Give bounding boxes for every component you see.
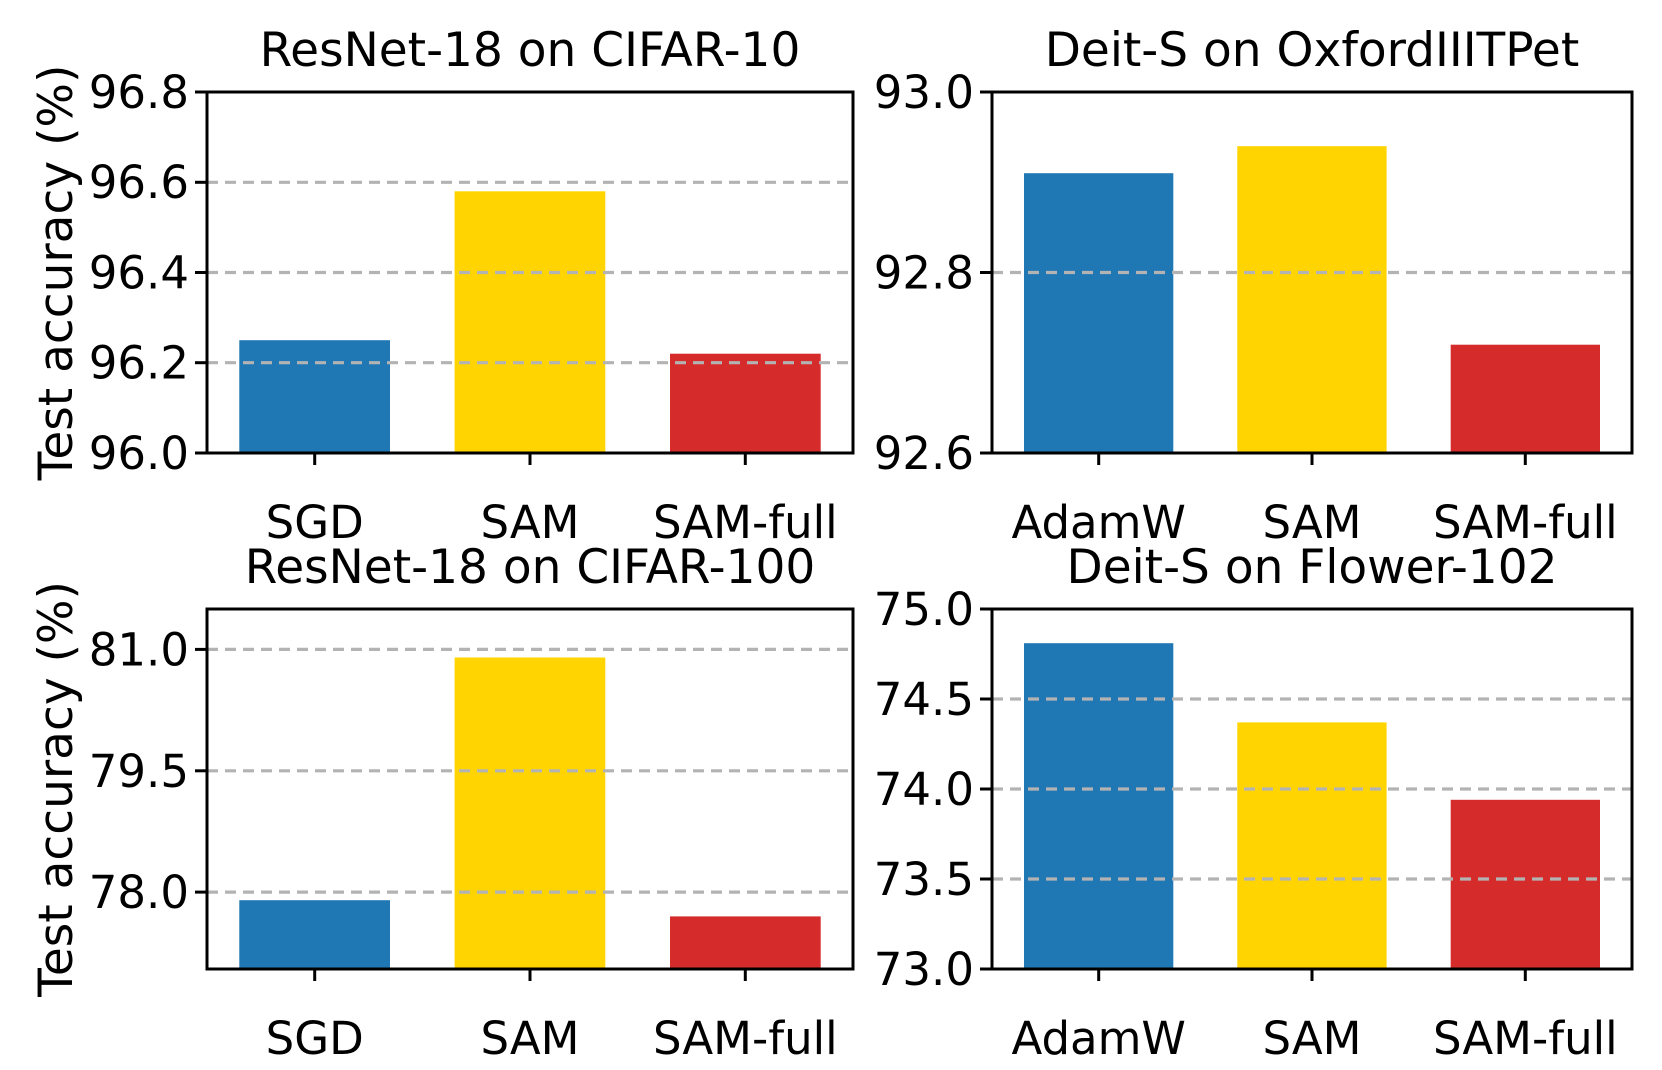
bar-sam bbox=[454, 191, 606, 454]
chart-title: ResNet-18 on CIFAR-10 bbox=[260, 23, 801, 78]
x-tick-label-sam-full: SAM-full bbox=[1433, 496, 1618, 549]
bar-sam-full bbox=[1450, 799, 1600, 969]
bar-sam bbox=[454, 657, 606, 969]
y-tick-label: 74.0 bbox=[874, 763, 974, 816]
x-tick-label-adamw: AdamW bbox=[1011, 496, 1185, 549]
y-tick-label: 96.8 bbox=[89, 66, 189, 119]
y-axis-label: Test accuracy (%) bbox=[29, 581, 84, 998]
x-tick-label-sam-full: SAM-full bbox=[653, 1012, 838, 1065]
y-tick-label: 73.0 bbox=[874, 943, 974, 996]
x-tick-label-sgd: SGD bbox=[266, 1012, 364, 1065]
chart-title: Deit-S on Flower-102 bbox=[1067, 540, 1558, 595]
x-tick-label-sam: SAM bbox=[1262, 496, 1361, 549]
y-tick-label: 79.5 bbox=[89, 745, 189, 798]
y-tick-label: 78.0 bbox=[89, 866, 189, 919]
x-tick-label-sam: SAM bbox=[1262, 1012, 1361, 1065]
bar-sgd bbox=[239, 900, 390, 969]
chart-title: Deit-S on OxfordIIITPet bbox=[1045, 23, 1580, 78]
y-axis-label: Test accuracy (%) bbox=[29, 65, 84, 482]
y-tick-label: 75.0 bbox=[874, 583, 974, 636]
y-tick-label: 92.8 bbox=[874, 247, 974, 300]
y-tick-label: 96.0 bbox=[89, 427, 189, 480]
y-tick-label: 73.5 bbox=[874, 853, 974, 906]
y-tick-label: 96.6 bbox=[89, 156, 189, 209]
bar-adamw bbox=[1024, 643, 1174, 969]
bar-sam bbox=[1237, 146, 1387, 453]
chart-resnet18-cifar100: 78.0 79.5 81.0 SGD SAM SAM-full ResNet-18 on C… bbox=[29, 540, 855, 1065]
x-tick-label-sam-full: SAM-full bbox=[653, 496, 838, 549]
x-tick-label-sam-full: SAM-full bbox=[1433, 1012, 1618, 1065]
x-tick-label-sgd: SGD bbox=[266, 496, 364, 549]
y-tick-label: 93.0 bbox=[874, 66, 974, 119]
bar-sam bbox=[1237, 722, 1387, 969]
chart-title: ResNet-18 on CIFAR-100 bbox=[245, 540, 816, 595]
chart-deits-oxfordiiitpet: 92.6 92.8 93.0 AdamW SAM SAM-full Deit-S on Ox… bbox=[874, 23, 1634, 549]
x-tick-label-sam: SAM bbox=[480, 1012, 579, 1065]
bar-adamw bbox=[1024, 173, 1174, 453]
bar-sam-full bbox=[670, 353, 821, 453]
x-tick-label-adamw: AdamW bbox=[1011, 1012, 1185, 1065]
y-tick-label: 74.5 bbox=[874, 673, 974, 726]
y-tick-label: 81.0 bbox=[89, 623, 189, 676]
bar-sam-full bbox=[1450, 344, 1600, 453]
chart-resnet18-cifar10: 96.0 96.2 96.4 96.6 96.8 SGD SAM SAM-full ResNet… bbox=[29, 23, 855, 549]
x-tick-label-sam: SAM bbox=[480, 496, 579, 549]
bar-sgd bbox=[239, 340, 390, 453]
y-tick-label: 96.4 bbox=[89, 247, 189, 300]
bar-sam-full bbox=[670, 916, 821, 969]
y-tick-label: 92.6 bbox=[874, 427, 974, 480]
y-tick-label: 96.2 bbox=[89, 337, 189, 390]
chart-deits-flower102: 73.0 73.5 74.0 74.5 75.0 AdamW SAM SAM-full Deit… bbox=[874, 540, 1634, 1065]
